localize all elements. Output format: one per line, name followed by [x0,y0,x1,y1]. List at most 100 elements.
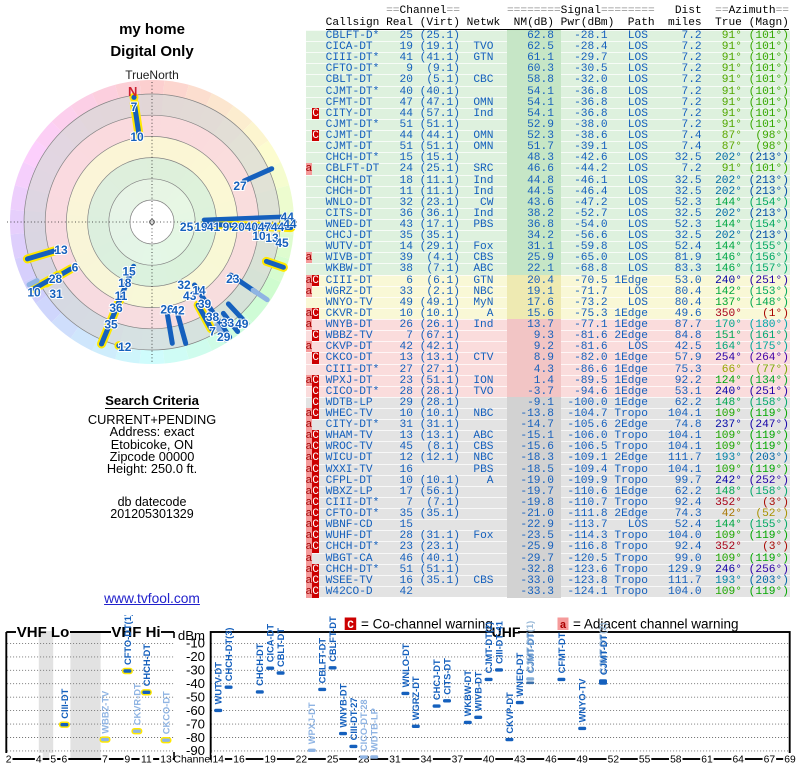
svg-text:4: 4 [36,755,42,766]
svg-text:27: 27 [233,179,247,193]
svg-text:31: 31 [49,287,63,301]
svg-text:67: 67 [764,755,776,766]
svg-text:CBLFT-DT: CBLFT-DT [318,638,328,684]
svg-text:42: 42 [171,304,185,318]
svg-text:WKBW-DT: WKBW-DT [463,670,473,717]
svg-text:CHCH-DT: CHCH-DT [142,644,152,687]
svg-text:6: 6 [62,755,68,766]
svg-text:WNED-DT: WNED-DT [515,652,525,696]
svg-text:WIVB-DT: WIVB-DT [474,671,484,711]
svg-text:28: 28 [358,755,370,766]
svg-text:CIII-DT-41: CIII-DT-41 [494,621,504,664]
svg-text:22: 22 [296,755,308,766]
svg-text:CHCJ-DT: CHCJ-DT [432,659,442,700]
svg-text:CJMT-DT(1): CJMT-DT(1) [525,621,535,673]
svg-text:20: 20 [232,220,246,234]
svg-text:CHCH-DT: CHCH-DT [255,643,265,686]
svg-text:35: 35 [104,318,118,332]
svg-text:52: 52 [608,755,620,766]
svg-text:11: 11 [141,755,152,766]
svg-text:WNYB-DT: WNYB-DT [338,683,348,727]
svg-text:11: 11 [115,289,128,303]
svg-text:49: 49 [235,317,249,331]
svg-text:9: 9 [223,220,230,234]
svg-text:7: 7 [209,325,216,339]
svg-text:44: 44 [283,217,297,231]
svg-text:43: 43 [514,755,526,766]
svg-text:29: 29 [217,330,231,344]
svg-text:38: 38 [206,310,220,324]
svg-text:23: 23 [226,272,240,286]
svg-text:WGRZ-DT: WGRZ-DT [411,676,421,720]
svg-text:-10: -10 [186,636,205,651]
svg-text:WPXJ-DT: WPXJ-DT [307,702,317,744]
svg-text:26: 26 [160,303,174,317]
svg-text:12: 12 [118,340,132,354]
svg-text:34: 34 [420,755,432,766]
svg-text:58: 58 [670,755,682,766]
svg-text:CKVR-DT: CKVR-DT [132,683,142,725]
svg-text:25: 25 [180,220,194,234]
svg-text:10: 10 [130,130,144,144]
svg-text:WBBZ-TV: WBBZ-TV [100,690,110,734]
svg-text:49: 49 [576,755,588,766]
svg-text:36: 36 [109,301,123,315]
svg-text:41: 41 [207,220,221,234]
svg-text:13: 13 [160,755,172,766]
svg-text:19: 19 [264,755,276,766]
svg-text:CICO-DT-28: CICO-DT-28 [359,699,369,751]
svg-text:44: 44 [271,220,285,234]
svg-text:UHF: UHF [492,624,521,640]
svg-text:-80: -80 [186,730,205,745]
svg-text:31: 31 [389,755,401,766]
svg-text:13: 13 [54,243,68,257]
svg-text:47: 47 [258,220,272,234]
svg-text:-20: -20 [186,649,205,664]
svg-text:28: 28 [49,272,63,286]
svg-text:N: N [128,84,137,99]
svg-text:64: 64 [732,755,744,766]
svg-text:-30: -30 [186,663,205,678]
svg-text:CBLT-DT: CBLT-DT [276,628,286,667]
svg-text:CKVP-DT: CKVP-DT [505,692,515,734]
svg-text:CIII-DT: CIII-DT [60,688,70,718]
svg-text:55: 55 [639,755,651,766]
svg-text:CJMT-DT: CJMT-DT [599,634,609,675]
svg-text:13: 13 [265,231,279,245]
svg-text:61: 61 [701,755,713,766]
svg-text:WDTB-LP: WDTB-LP [370,708,380,751]
svg-text:CFTO-DT(1): CFTO-DT(1) [123,615,133,665]
svg-text:VHF Lo: VHF Lo [17,624,70,641]
svg-text:33: 33 [221,316,235,330]
svg-text:-50: -50 [186,690,205,705]
svg-text:2: 2 [6,755,12,766]
svg-text:15: 15 [122,265,136,279]
svg-text:CJMT-DT(2): CJMT-DT(2) [598,622,608,674]
svg-text:25: 25 [327,755,339,766]
svg-text:= Co-channel warning: = Co-channel warning [361,617,493,632]
svg-text:43: 43 [183,289,197,303]
svg-text:45: 45 [275,236,289,250]
svg-text:39: 39 [198,297,212,311]
svg-text:CICA-DT: CICA-DT [266,624,276,663]
svg-text:32: 32 [177,278,191,292]
svg-text:5: 5 [50,755,56,766]
svg-text:40: 40 [245,220,259,234]
svg-text:46: 46 [545,755,557,766]
svg-text:dBm: dBm [178,628,205,643]
svg-text:14: 14 [212,755,224,766]
svg-text:37: 37 [452,755,464,766]
svg-text:-60: -60 [186,703,205,718]
svg-text:CHCH-DT(3): CHCH-DT(3) [224,627,234,681]
svg-text:14: 14 [192,284,206,298]
svg-text:VHF Hi: VHF Hi [111,624,160,641]
svg-text:CIII-DT-27: CIII-DT-27 [349,698,359,741]
svg-text:7: 7 [102,755,108,766]
svg-text:18: 18 [118,276,132,290]
svg-text:CBLFT-DT: CBLFT-DT [328,616,338,662]
svg-text:CJMT-DT(2): CJMT-DT(2) [484,622,494,674]
svg-text:-90: -90 [186,743,205,758]
svg-text:7: 7 [131,100,138,114]
svg-text:CITS-DT: CITS-DT [442,658,452,695]
svg-text:10: 10 [252,229,266,243]
